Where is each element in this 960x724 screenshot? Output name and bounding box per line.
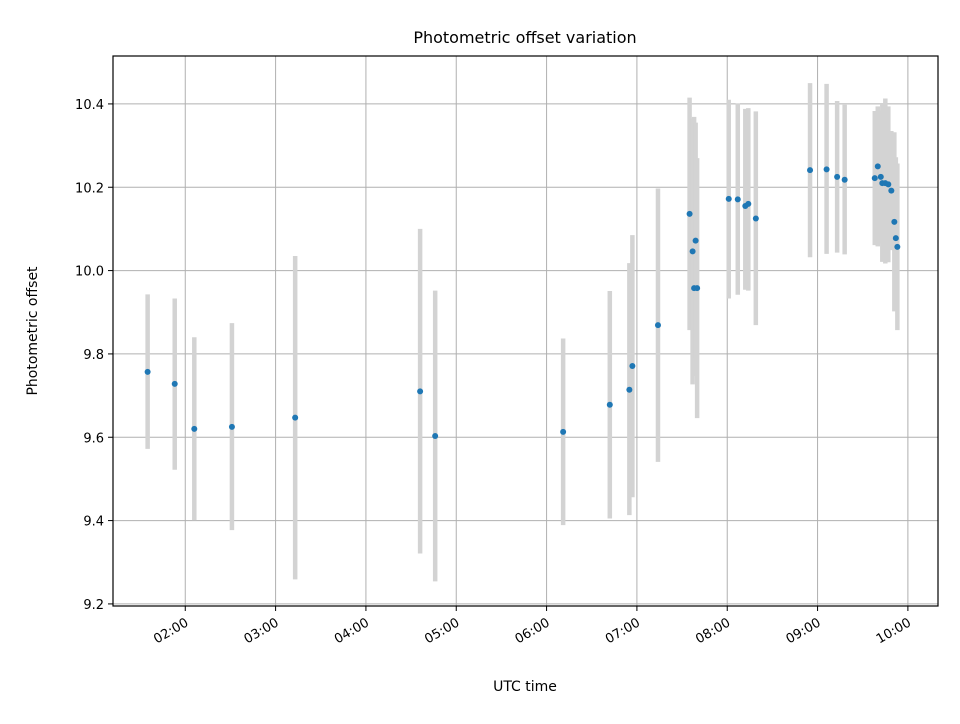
data-point [725,195,732,202]
data-point [834,173,841,180]
data-point [171,380,178,387]
data-point [560,428,567,435]
data-point [752,215,759,222]
data-point [629,363,636,369]
data-point [292,414,299,421]
data-point [432,433,439,439]
data-point [689,248,696,255]
y-tick-label: 9.6 [83,431,104,446]
y-axis-label: Photometric offset [25,266,41,396]
data-point [841,176,848,183]
data-point [885,181,892,188]
data-point [871,175,878,182]
chart-title: Photometric offset variation [413,28,636,47]
y-tick-label: 10.4 [75,98,104,113]
data-point [892,235,899,242]
data-point [823,166,830,173]
data-point [191,425,198,432]
data-point [745,200,752,207]
data-point [626,386,633,393]
data-point [606,401,613,408]
grid-layer [113,56,938,606]
point-layer [144,163,901,439]
y-tick-label: 9.8 [83,348,104,363]
data-point [144,368,151,375]
x-axis-label: UTC time [493,679,557,695]
y-tick-label: 9.2 [83,598,104,613]
y-tick-label: 10.2 [75,181,104,196]
y-tick-label: 10.0 [75,265,104,280]
data-point [686,210,693,217]
data-point [654,322,661,329]
data-point [874,163,881,170]
data-point [734,196,741,203]
plot-frame [112,55,939,607]
data-point [417,388,424,395]
data-point [891,218,898,225]
data-point [228,423,235,430]
data-point [807,167,814,174]
data-point [877,173,884,180]
data-point [894,243,901,250]
data-point [694,285,701,292]
data-point [692,237,699,244]
y-tick-label: 9.4 [83,515,104,530]
data-point [888,187,895,194]
